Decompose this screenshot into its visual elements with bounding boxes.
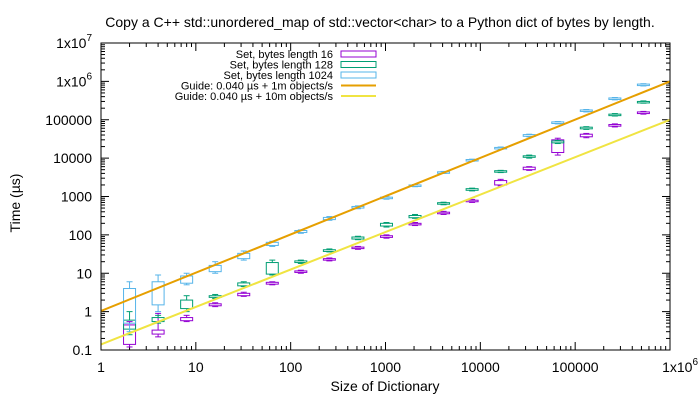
- x-tick-label: 1000: [370, 359, 401, 375]
- y-tick-label: 1000: [61, 189, 92, 205]
- x-tick-label: 1x106: [662, 357, 698, 375]
- box: [579, 133, 593, 138]
- legend-label: Guide: 0.040 µs + 1m objects/s: [181, 81, 334, 93]
- box: [123, 288, 137, 324]
- box: [579, 109, 593, 112]
- x-tick-label-base: 1: [97, 359, 105, 375]
- box: [551, 139, 565, 154]
- box: [494, 170, 508, 173]
- guide-line: [101, 80, 670, 312]
- box: [294, 270, 308, 273]
- box: [379, 235, 393, 238]
- box: [636, 100, 650, 104]
- box: [408, 222, 422, 226]
- box: [551, 140, 565, 144]
- box: [151, 329, 165, 335]
- box: [636, 83, 650, 87]
- x-axis-label: Size of Dictionary: [331, 378, 440, 394]
- y-tick-label-base: 10: [76, 265, 92, 281]
- legend-swatch: [340, 61, 377, 68]
- series-4: [101, 80, 670, 312]
- guide-line: [101, 118, 670, 346]
- y-tick-label-exponent: 6: [86, 71, 92, 82]
- box: [379, 222, 393, 227]
- y-tick-label-base: 1x10: [56, 35, 87, 51]
- box: [579, 126, 593, 130]
- box: [437, 211, 451, 215]
- y-tick-label-base: 1: [84, 304, 92, 320]
- box: [237, 292, 251, 297]
- y-tick-label: 1: [84, 304, 92, 320]
- y-tick-label: 100000: [45, 112, 92, 128]
- x-tick-label-base: 10000: [461, 359, 500, 375]
- box: [522, 166, 536, 171]
- legend-swatch: [340, 50, 377, 58]
- box: [636, 111, 650, 115]
- box: [265, 262, 279, 275]
- box: [208, 303, 222, 307]
- y-tick-label: 100: [69, 227, 93, 243]
- box: [180, 299, 194, 310]
- x-tick-label-exponent: 6: [692, 357, 698, 368]
- box: [151, 281, 165, 306]
- x-tick-label-base: 1000: [370, 359, 401, 375]
- y-tick-label-base: 1000: [61, 189, 92, 205]
- box: [294, 260, 308, 264]
- box: [522, 155, 536, 158]
- x-tick-label-base: 100: [279, 359, 303, 375]
- box: [608, 97, 622, 100]
- plot-area: [101, 80, 670, 348]
- series-5: [101, 118, 670, 346]
- x-tick-label: 10000: [461, 359, 500, 375]
- y-tick-label-base: 10000: [53, 150, 92, 166]
- box: [322, 258, 336, 261]
- box: [437, 202, 451, 205]
- x-tick-label: 100000: [552, 359, 599, 375]
- box: [494, 180, 508, 186]
- box: [351, 236, 365, 240]
- legend-label: Set, bytes length 128: [230, 60, 333, 72]
- plot-frame: [100, 42, 671, 351]
- y-tick-label-exponent: 7: [86, 33, 92, 44]
- box: [237, 282, 251, 287]
- box: [408, 214, 422, 219]
- y-tick-label-base: 1x10: [56, 73, 87, 89]
- chart-title: Copy a C++ std::unordered_map of std::ve…: [105, 14, 654, 30]
- box: [265, 281, 279, 285]
- y-tick-label: 10: [76, 265, 92, 281]
- x-tick-label: 1: [97, 359, 105, 375]
- y-tick-label-base: 0.1: [73, 342, 93, 358]
- x-tick-label-base: 1x10: [662, 359, 693, 375]
- box: [465, 188, 479, 191]
- y-tick-label: 0.1: [73, 342, 93, 358]
- x-tick-label-base: 10: [188, 359, 204, 375]
- legend-label: Guide: 0.040 µs + 10m objects/s: [175, 91, 334, 103]
- y-tick-label-base: 100: [69, 227, 93, 243]
- x-tick-label: 10: [188, 359, 204, 375]
- y-tick-label-base: 100000: [45, 112, 92, 128]
- box: [551, 121, 565, 124]
- y-tick-label: 1x106: [56, 71, 92, 89]
- legend-swatch: [340, 71, 377, 79]
- x-tick-label: 100: [279, 359, 303, 375]
- y-tick-label: 1x107: [56, 33, 92, 51]
- y-axis-label: Time (µs): [7, 174, 23, 233]
- box: [608, 113, 622, 117]
- box: [608, 124, 622, 127]
- box: [322, 249, 336, 252]
- box: [351, 246, 365, 250]
- y-tick-label: 10000: [53, 150, 92, 166]
- legend-label: Set, bytes length 1024: [224, 70, 333, 82]
- legend-label: Set, bytes length 16: [236, 49, 333, 61]
- x-tick-label-base: 100000: [552, 359, 599, 375]
- box: [180, 317, 194, 322]
